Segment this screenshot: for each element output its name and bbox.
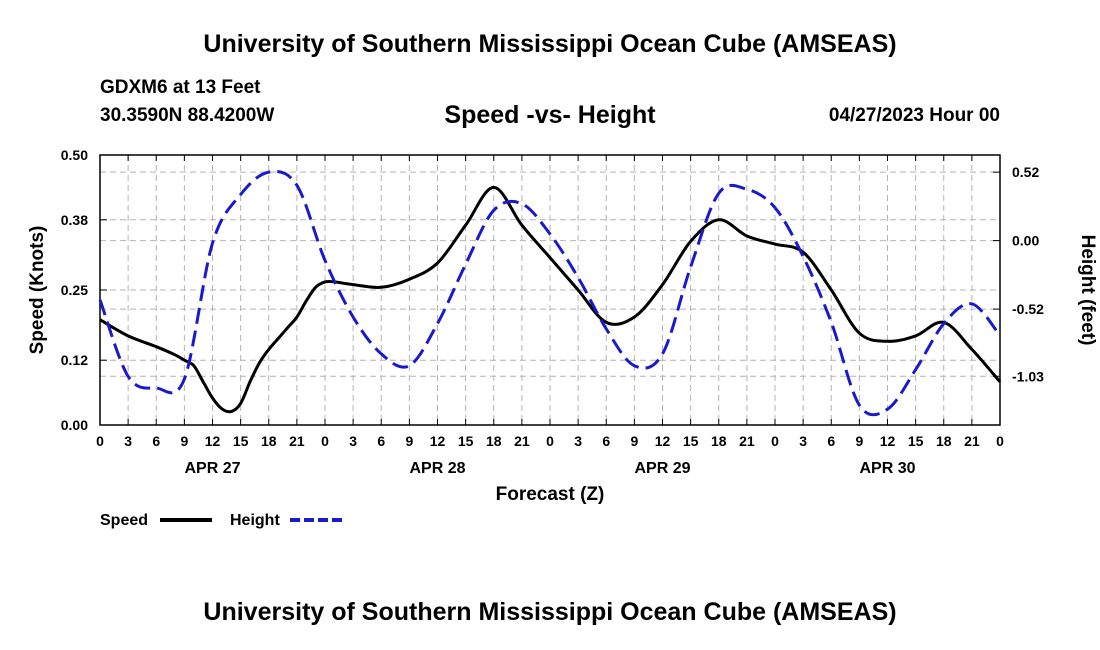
x-tick-label: 9 <box>630 433 638 449</box>
x-tick-label: 0 <box>771 433 779 449</box>
legend: Speed Height <box>100 512 342 529</box>
x-tick-label: 3 <box>124 433 132 449</box>
x-tick-label: 12 <box>430 433 446 449</box>
x-tick-label: 6 <box>827 433 835 449</box>
y-right-tick-label: 0.52 <box>1012 164 1039 180</box>
chart-subtitle: Speed -vs- Height <box>444 101 656 129</box>
x-tick-label: 18 <box>711 433 727 449</box>
x-tick-label: 18 <box>936 433 952 449</box>
x-tick-label: 12 <box>880 433 896 449</box>
x-tick-label: 3 <box>574 433 582 449</box>
x-tick-label: 6 <box>152 433 160 449</box>
axis-ticks: 0 3 6 9 12 15 18 21 0 3 6 9 12 15 18 21 0 3 6 9 12 15 18 21 0 3 6 9… <box>61 147 1044 477</box>
y-axis-left-label: Speed (Knots) <box>27 226 48 355</box>
legend-speed-label: Speed <box>100 512 148 529</box>
y-right-tick-label: -0.52 <box>1012 301 1044 317</box>
x-tick-label: 12 <box>205 433 221 449</box>
x-axis-label: Forecast (Z) <box>496 484 605 505</box>
x-tick-label: 15 <box>458 433 474 449</box>
x-tick-label: 0 <box>996 433 1004 449</box>
date-label: APR 28 <box>409 460 465 477</box>
x-tick-label: 21 <box>289 433 305 449</box>
x-tick-label: 9 <box>855 433 863 449</box>
date-label: APR 29 <box>634 460 690 477</box>
grid-lines <box>100 155 1000 425</box>
series-line-speed <box>99 185 1002 414</box>
series-line-height <box>98 169 1002 417</box>
y-right-tick-label: -1.03 <box>1012 368 1044 384</box>
coordinates-label: 30.3590N 88.4200W <box>100 105 275 126</box>
legend-height-label: Height <box>230 512 280 529</box>
y-left-tick-label: 0.00 <box>61 417 88 433</box>
series-lines <box>98 169 1002 417</box>
y-left-tick-label: 0.38 <box>61 212 88 228</box>
footer-title: University of Southern Mississippi Ocean… <box>203 598 897 626</box>
x-tick-label: 18 <box>486 433 502 449</box>
y-axis-right-label: Height (feet) <box>1077 235 1098 346</box>
x-tick-label: 3 <box>799 433 807 449</box>
x-tick-label: 21 <box>964 433 980 449</box>
x-tick-label: 15 <box>233 433 249 449</box>
x-tick-label: 3 <box>349 433 357 449</box>
x-tick-label: 12 <box>655 433 671 449</box>
x-tick-label: 6 <box>377 433 385 449</box>
x-tick-label: 15 <box>683 433 699 449</box>
y-right-tick-label: 0.00 <box>1012 233 1039 249</box>
y-left-tick-label: 0.50 <box>61 147 88 163</box>
y-left-tick-label: 0.12 <box>61 352 88 368</box>
x-tick-label: 0 <box>546 433 554 449</box>
x-tick-label: 15 <box>908 433 924 449</box>
main-title: University of Southern Mississippi Ocean… <box>203 30 897 58</box>
date-label: APR 27 <box>184 460 240 477</box>
x-tick-label: 9 <box>180 433 188 449</box>
x-tick-label: 9 <box>405 433 413 449</box>
x-tick-label: 0 <box>96 433 104 449</box>
x-tick-label: 21 <box>739 433 755 449</box>
x-tick-label: 0 <box>321 433 329 449</box>
x-tick-label: 18 <box>261 433 277 449</box>
x-tick-label: 6 <box>602 433 610 449</box>
date-label: APR 30 <box>859 460 915 477</box>
station-label: GDXM6 at 13 Feet <box>100 77 261 98</box>
x-tick-label: 21 <box>514 433 530 449</box>
forecast-timestamp: 04/27/2023 Hour 00 <box>828 105 1000 126</box>
y-left-tick-label: 0.25 <box>61 282 88 298</box>
